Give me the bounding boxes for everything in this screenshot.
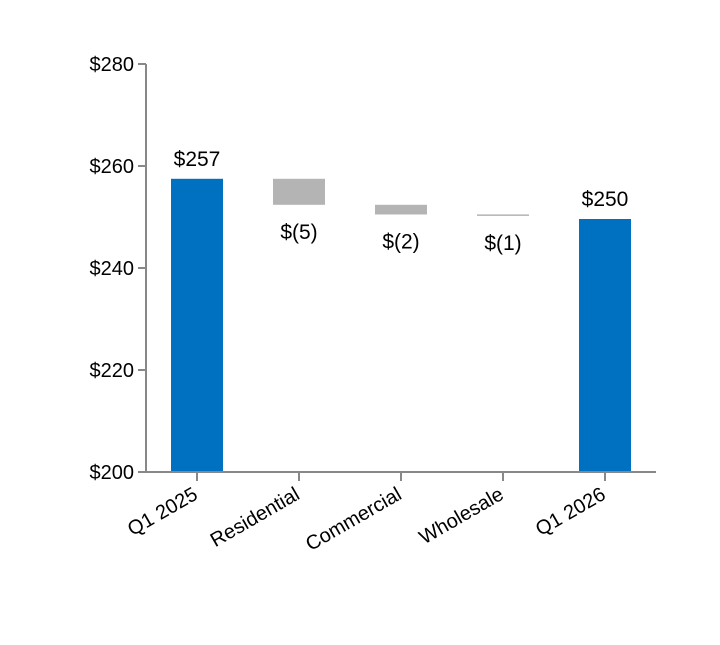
bar-commercial (375, 204, 427, 215)
chart-axes (138, 63, 656, 481)
chart-labels: $257 $(5) $(2) $(1) $250 $200 $220 $240 $260 $280… (90, 54, 629, 556)
bar-q1-2026 (579, 219, 631, 472)
y-tick-label: $220 (90, 360, 135, 382)
y-tick-label: $240 (90, 258, 135, 280)
x-tick-label: Q1 2025 (124, 483, 201, 540)
data-label-q1-2025: $257 (174, 148, 221, 171)
bar-wholesale (477, 214, 529, 216)
bar-residential (273, 178, 325, 205)
y-tick-label: $200 (90, 462, 135, 484)
x-tick-label: Residential (207, 483, 304, 552)
data-label-residential: $(5) (280, 221, 317, 244)
data-label-commercial: $(2) (382, 230, 419, 253)
y-tick-label: $260 (90, 156, 135, 178)
data-label-wholesale: $(1) (484, 232, 521, 255)
x-tick-label: Q1 2026 (532, 483, 609, 540)
x-tick-label: Wholesale (416, 483, 508, 549)
x-tick-label: Commercial (302, 483, 405, 555)
data-label-q1-2026: $250 (582, 188, 629, 211)
chart-marks (171, 178, 631, 473)
bar-q1-2025 (171, 178, 223, 473)
y-tick-label: $280 (90, 54, 135, 76)
